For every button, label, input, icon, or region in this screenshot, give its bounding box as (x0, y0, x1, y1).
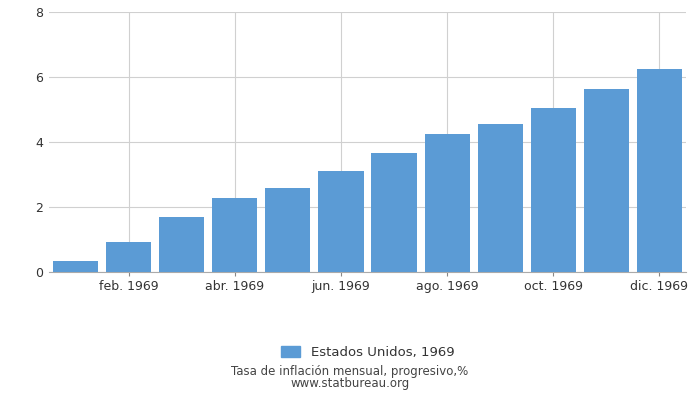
Bar (212, 198, 258, 272)
Bar (159, 217, 204, 272)
Text: www.statbureau.org: www.statbureau.org (290, 378, 410, 390)
Bar (584, 89, 629, 272)
Bar (477, 124, 523, 272)
Bar (265, 188, 310, 272)
Bar (372, 153, 416, 272)
Bar (106, 242, 151, 272)
Bar (637, 69, 682, 272)
Legend: Estados Unidos, 1969: Estados Unidos, 1969 (275, 340, 460, 364)
Bar (53, 261, 98, 272)
Text: Tasa de inflación mensual, progresivo,%: Tasa de inflación mensual, progresivo,% (232, 366, 468, 378)
Bar (318, 170, 363, 272)
Bar (531, 108, 576, 272)
Bar (425, 134, 470, 272)
